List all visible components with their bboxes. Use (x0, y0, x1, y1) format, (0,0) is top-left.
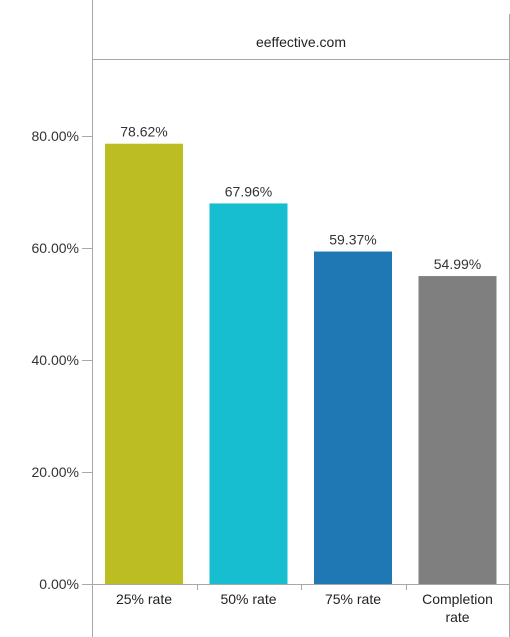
y-tick-label: 60.00% (32, 240, 79, 256)
bar-value-label: 54.99% (434, 256, 481, 272)
x-category-label: 50% rate (220, 591, 276, 607)
bars-group (105, 143, 497, 584)
chart-title: eeffective.com (256, 34, 346, 50)
y-tick-label: 20.00% (32, 464, 79, 480)
bar-4 (418, 276, 497, 584)
y-tick-label: 40.00% (32, 352, 79, 368)
value-labels-group: 78.62% 67.96% 59.37% 54.99% (120, 124, 481, 272)
bar-2 (209, 203, 288, 584)
bar-3 (314, 251, 392, 584)
x-category-label: 75% rate (325, 591, 381, 607)
y-tick-label: 80.00% (32, 128, 79, 144)
bar-value-label: 59.37% (329, 232, 376, 248)
bar-value-label: 67.96% (225, 183, 272, 199)
x-category-label: rate (445, 609, 469, 625)
x-axis-labels-group: 25% rate 50% rate 75% rate Completion rate (116, 584, 493, 625)
bar-1 (105, 143, 183, 584)
x-category-label: 25% rate (116, 591, 172, 607)
x-category-label: Completion (422, 591, 493, 607)
y-axis-ticks: 0.00% 20.00% 40.00% 60.00% 80.00% (32, 128, 92, 592)
bar-value-label: 78.62% (120, 124, 167, 140)
y-tick-label: 0.00% (39, 576, 79, 592)
